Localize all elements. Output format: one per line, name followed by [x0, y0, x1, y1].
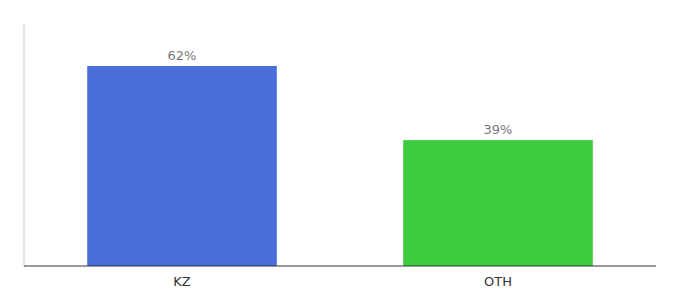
x-tick-labels: KZ OTH: [173, 274, 512, 289]
bar: [403, 140, 593, 266]
y-axis-line: [24, 24, 25, 266]
x-tick-label: KZ: [173, 274, 191, 289]
x-axis-line: [24, 266, 656, 267]
data-labels: 62% 39%: [168, 48, 513, 137]
x-tick-label: OTH: [484, 274, 512, 289]
chart-container: 62% 39% KZ OTH: [0, 0, 680, 300]
chart-svg: 62% 39% KZ OTH: [0, 0, 680, 300]
data-label: 39%: [484, 122, 513, 137]
data-label: 62%: [168, 48, 197, 63]
bars: [87, 66, 593, 266]
bar: [87, 66, 277, 266]
